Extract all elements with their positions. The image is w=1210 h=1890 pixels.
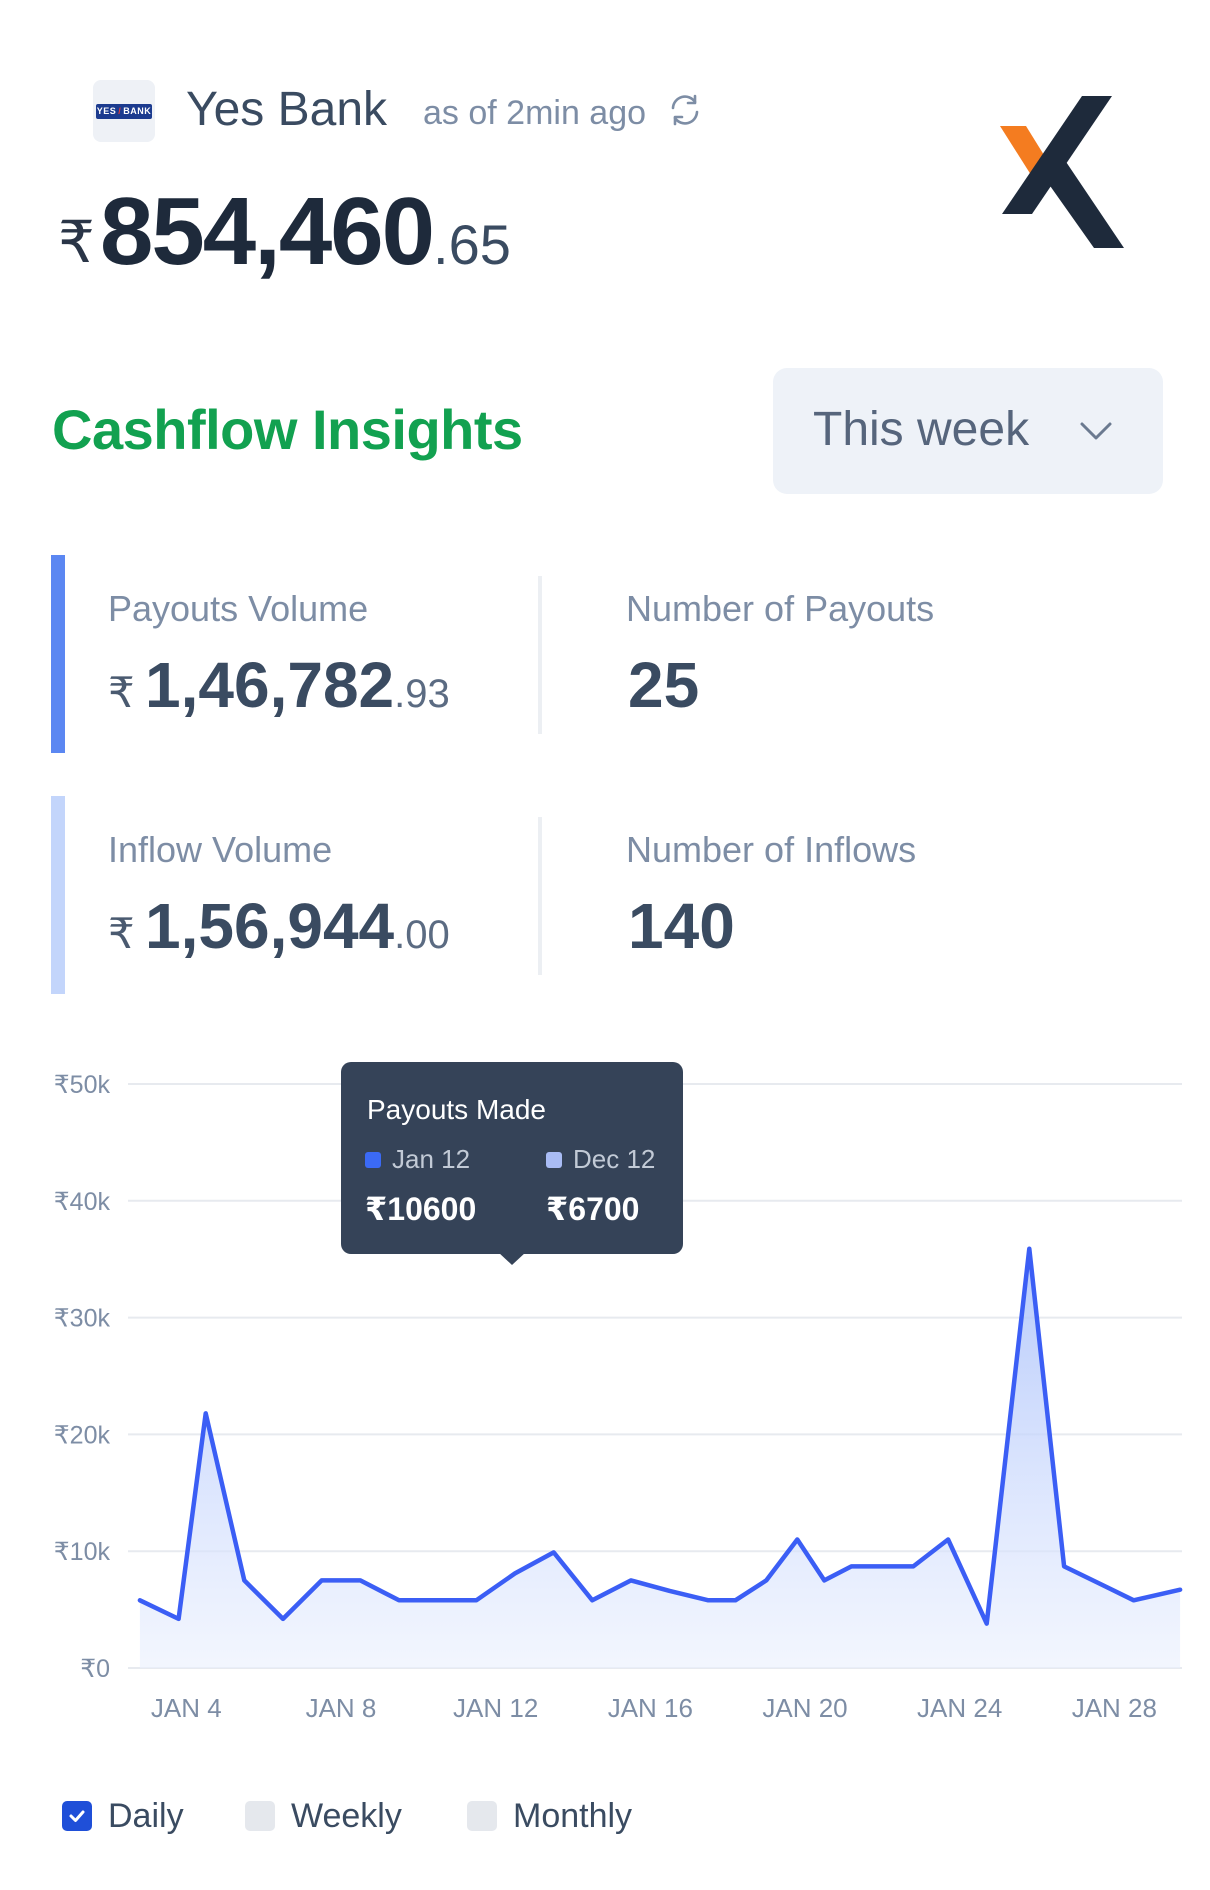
- account-balance: 854,460.65: [100, 177, 511, 287]
- chevron-down-icon: [1080, 422, 1112, 440]
- tooltip-series-b-value: ₹6700: [546, 1191, 640, 1227]
- tooltip-series-a-label: Jan 12: [392, 1144, 471, 1174]
- y-tick-label: ₹20k: [54, 1421, 111, 1449]
- legend-monthly-label: Monthly: [513, 1796, 633, 1835]
- tooltip-title: Payouts Made: [367, 1094, 546, 1125]
- inflow-indicator-bar: [51, 796, 65, 994]
- stats-divider: [538, 817, 542, 975]
- number-of-payouts-value: 25: [628, 649, 700, 721]
- number-of-payouts-label: Number of Payouts: [626, 588, 935, 629]
- x-tick-label: JAN 12: [453, 1693, 538, 1723]
- y-tick-label: ₹0: [80, 1655, 110, 1683]
- legend-daily-label: Daily: [108, 1796, 184, 1835]
- bank-logo-right: BANK: [123, 105, 152, 116]
- payouts-line[interactable]: [137, 1246, 1183, 1626]
- bank-logo-mark: YES / BANK: [96, 103, 152, 119]
- refresh-icon[interactable]: [667, 92, 703, 128]
- payouts-volume-integer: 1,46,782: [145, 649, 395, 721]
- checkbox-checked-icon[interactable]: [62, 1801, 92, 1831]
- balance-currency-symbol: ₹: [58, 210, 95, 275]
- tooltip-swatch-jan: [365, 1152, 381, 1168]
- tooltip-arrow: [498, 1252, 526, 1265]
- brand-x-logo: [1000, 96, 1124, 248]
- inflow-volume-decimal: .00: [394, 913, 450, 957]
- cashflow-chart[interactable]: ₹0₹10k₹20k₹30k₹40k₹50k JAN 4 JAN 8 JAN 12 J…: [0, 1040, 1210, 1740]
- period-dropdown[interactable]: This week: [773, 368, 1163, 494]
- bank-logo-left: YES: [96, 105, 117, 116]
- number-of-inflows-value: 140: [628, 890, 735, 962]
- bank-logo: YES / BANK: [93, 80, 155, 142]
- payouts-volume-decimal: .93: [394, 672, 450, 716]
- number-of-inflows-label: Number of Inflows: [626, 829, 917, 870]
- inflow-volume-integer: 1,56,944: [145, 890, 395, 962]
- checkbox-unchecked-icon[interactable]: [467, 1801, 497, 1831]
- tooltip-swatch-dec: [546, 1152, 562, 1168]
- bank-name: Yes Bank: [186, 83, 388, 136]
- x-tick-label: JAN 24: [917, 1693, 1002, 1723]
- payouts-volume-value: 1,46,782.93: [145, 648, 450, 722]
- tooltip-series-b-label: Dec 12: [573, 1144, 656, 1174]
- x-tick-label: JAN 4: [151, 1693, 222, 1723]
- y-tick-label: ₹50k: [54, 1071, 111, 1099]
- x-tick-label: JAN 16: [608, 1693, 693, 1723]
- payouts-indicator-bar: [51, 555, 65, 753]
- payouts-currency-symbol: ₹: [108, 669, 135, 716]
- chart-tooltip: Payouts Made Jan 12 Dec 12 ₹10600 ₹6700: [341, 1062, 683, 1254]
- inflow-currency-symbol: ₹: [108, 910, 135, 957]
- inflow-volume-label: Inflow Volume: [108, 829, 333, 870]
- x-tick-label: JAN 8: [306, 1693, 377, 1723]
- x-tick-label: JAN 28: [1072, 1693, 1157, 1723]
- last-updated-text: as of 2min ago: [423, 94, 647, 132]
- inflow-volume-value: 1,56,944.00: [145, 889, 450, 963]
- x-axis: JAN 4 JAN 8 JAN 12 JAN 16 JAN 20 JAN 24 JAN 28: [151, 1693, 1157, 1723]
- payouts-volume-label: Payouts Volume: [108, 588, 369, 629]
- y-axis: ₹0 ₹10k ₹20k ₹30k ₹40k ₹50k: [54, 1071, 111, 1683]
- legend-monthly[interactable]: Monthly: [467, 1796, 632, 1836]
- legend-weekly-label: Weekly: [291, 1796, 402, 1835]
- period-selected-value: This week: [813, 403, 1030, 456]
- legend-daily[interactable]: Daily: [62, 1796, 184, 1836]
- x-tick-label: JAN 20: [762, 1693, 847, 1723]
- section-title: Cashflow Insights: [52, 398, 523, 461]
- tooltip-series-a-value: ₹10600: [365, 1191, 477, 1227]
- y-tick-label: ₹10k: [54, 1538, 111, 1566]
- balance-decimal: .65: [433, 213, 511, 276]
- checkbox-unchecked-icon[interactable]: [245, 1801, 275, 1831]
- legend-weekly[interactable]: Weekly: [245, 1796, 402, 1836]
- bank-logo-slash: /: [118, 105, 122, 116]
- y-tick-label: ₹30k: [54, 1305, 111, 1333]
- balance-integer: 854,460: [100, 178, 435, 285]
- y-tick-label: ₹40k: [54, 1188, 111, 1216]
- stats-divider: [538, 576, 542, 734]
